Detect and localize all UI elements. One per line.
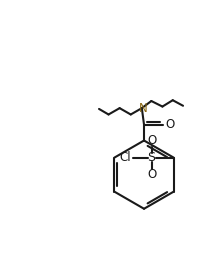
Text: O: O (166, 118, 175, 131)
Text: Cl: Cl (119, 151, 131, 164)
Text: N: N (139, 102, 147, 115)
Text: S: S (148, 151, 156, 164)
Text: O: O (147, 168, 156, 181)
Text: O: O (147, 134, 156, 147)
